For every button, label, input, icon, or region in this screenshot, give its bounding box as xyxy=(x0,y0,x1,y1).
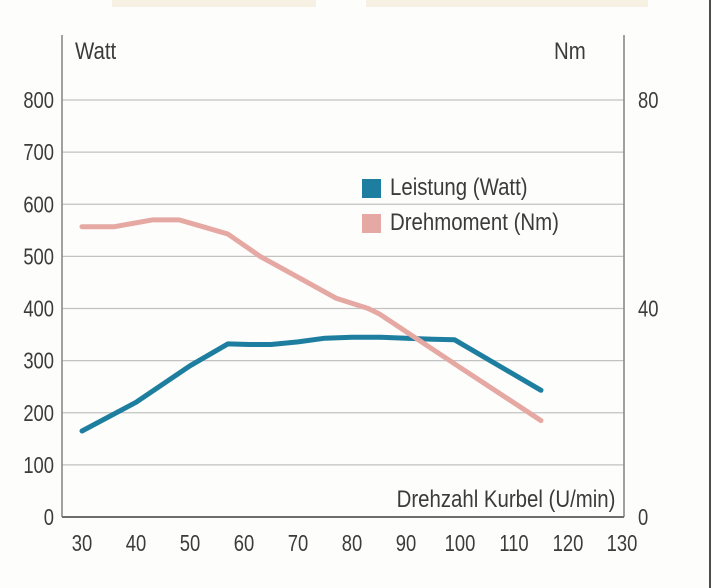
left-axis-tick-label-100: 100 xyxy=(23,453,54,478)
chart-legend: Leistung (Watt) Drehmoment (Nm) xyxy=(362,174,589,237)
cropped-header-strip-left xyxy=(112,0,316,7)
right-axis-tick-label-0: 0 xyxy=(638,505,648,530)
x-axis-tick-label-70: 70 xyxy=(288,531,308,556)
legend-item-drehmoment: Drehmoment (Nm) xyxy=(362,209,589,237)
right-axis-unit-label: Nm xyxy=(554,38,586,65)
x-axis-tick-label-110: 110 xyxy=(499,531,528,556)
left-axis-tick-label-500: 500 xyxy=(23,244,54,269)
cropped-header-strip-right xyxy=(366,0,648,7)
left-axis-unit-label: Watt xyxy=(75,38,117,65)
drehmoment-swatch-icon xyxy=(362,213,381,233)
legend-label-drehmoment: Drehmoment (Nm) xyxy=(390,209,559,236)
x-axis-tick-label-40: 40 xyxy=(126,531,146,556)
left-axis-tick-label-0: 0 xyxy=(44,505,54,530)
x-axis-tick-label-130: 130 xyxy=(607,531,638,556)
x-axis-tick-label-50: 50 xyxy=(180,531,200,556)
series-line-1 xyxy=(79,217,544,424)
left-axis-tick-label-300: 300 xyxy=(23,349,54,374)
x-axis-tick-label-60: 60 xyxy=(234,531,254,556)
legend-item-leistung: Leistung (Watt) xyxy=(362,174,589,202)
x-axis-tick-label-90: 90 xyxy=(396,531,416,556)
right-axis-tick-label-40: 40 xyxy=(638,297,658,322)
series-line-0 xyxy=(79,334,544,434)
legend-label-leistung: Leistung (Watt) xyxy=(390,174,528,201)
left-axis-tick-label-700: 700 xyxy=(23,140,54,165)
left-axis-tick-label-200: 200 xyxy=(23,401,54,426)
page-edge-border xyxy=(709,0,711,588)
left-axis-tick-label-400: 400 xyxy=(23,297,54,322)
x-axis-tick-label-80: 80 xyxy=(342,531,362,556)
x-axis-tick-label-100: 100 xyxy=(445,531,476,556)
leistung-swatch-icon xyxy=(362,178,381,198)
x-axis-title: Drehzahl Kurbel (U/min) xyxy=(396,486,615,513)
left-axis-tick-label-600: 600 xyxy=(23,192,54,217)
x-axis-tick-label-30: 30 xyxy=(72,531,92,556)
right-axis-tick-label-80: 80 xyxy=(638,88,658,113)
left-axis-tick-label-800: 800 xyxy=(23,88,54,113)
x-axis-tick-label-120: 120 xyxy=(553,531,584,556)
